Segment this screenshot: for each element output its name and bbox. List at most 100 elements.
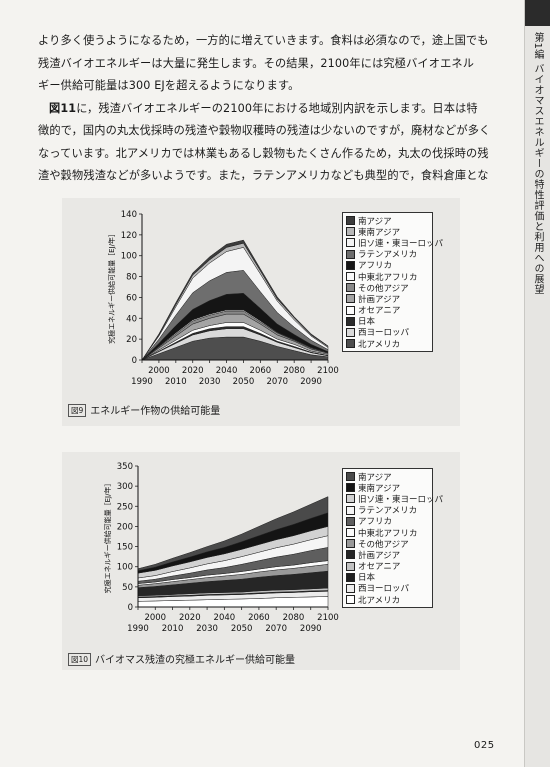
figure-10-legend-label: 日本 (358, 573, 376, 584)
figure-9-legend-swatch (346, 283, 355, 293)
figure-10-legend-label: 北アメリカ (358, 595, 401, 606)
figure-9-legend-item: 東南アジア (346, 226, 428, 238)
figure-10-legend-label: その他アジア (358, 539, 409, 550)
side-tab-text: 第1編 バイオマスエネルギーの特性評価と利用への展望 (532, 32, 543, 295)
paragraph-2-line-4: 渣や穀物残渣などが多いようです。また，ラテンアメリカなども典型的で，食料倉庫とな (38, 169, 489, 182)
figure-9-legend-label: 旧ソ連・東ヨーロッパ (358, 238, 444, 249)
figure-9-xtick-label: 2000 (148, 366, 170, 376)
figure-9-ytick-label: 0 (132, 356, 137, 366)
paragraph-2-line-1: 図11に，残渣バイオエネルギーの2100年における地域別内訳を示します。日本は特 (38, 98, 512, 121)
figure-9-area-series (141, 239, 329, 361)
figure-9-legend-swatch (346, 327, 355, 337)
figure-9-legend-swatch (346, 260, 355, 270)
paragraph-1-line-3: ギー供給可能量は300 EJを超えるようになります。 (38, 79, 300, 92)
figure-9-legend-label: 日本 (358, 317, 376, 328)
figure-10-xtick-label: 2060 (248, 613, 270, 623)
figure-9-xtick-label: 2080 (283, 366, 305, 376)
figure-10-legend-item: 北アメリカ (346, 594, 428, 606)
figure-10-legend-swatch (346, 505, 355, 515)
figure-9-ytick-label: 100 (121, 252, 137, 262)
figure-10-xtick-label: 2030 (196, 624, 218, 634)
figure-9-legend-label: 南アジア (358, 216, 392, 227)
figure-9-legend-swatch (346, 305, 355, 315)
figure-10-legend-swatch (346, 572, 355, 582)
figure-10-xtick-label: 2090 (300, 624, 322, 634)
figure-reference: 図11 (49, 101, 77, 115)
figure-10-legend-label: 計画アジア (358, 550, 401, 561)
figure-10-legend-item: 西ヨーロッパ (346, 583, 428, 594)
figure-10-legend-swatch (346, 516, 355, 526)
figure-10-legend-item: 中東北アフリカ (346, 527, 428, 539)
figure-10-legend-label: 南アジア (358, 472, 392, 483)
figure-9-xtick-label: 2050 (233, 377, 255, 387)
figure-10-xtick-label: 2070 (265, 624, 287, 634)
figure-9-legend-item: 北アメリカ (346, 338, 428, 350)
figure-10-legend-item: 東南アジア (346, 482, 428, 494)
side-tab-marker (525, 0, 550, 26)
figure-9-legend-swatch (346, 227, 355, 237)
figure-10-legend-label: ラテンアメリカ (358, 506, 418, 517)
figure-10-area-series (137, 496, 329, 572)
figure-10-legend-swatch (346, 561, 355, 571)
figure-10-legend-item: 日本 (346, 572, 428, 583)
figure-10-legend-label: 旧ソ連・東ヨーロッパ (358, 494, 444, 505)
figure-9-legend: 南アジア 東南アジア 旧ソ連・東ヨーロッパ ラテンアメリカ アフリカ 中東北アフリカ その他… (342, 212, 443, 353)
figure-9-legend-swatch (346, 216, 355, 226)
figure-10-panel: 0 50 100 150 200 250 300 350 2000 2020 2040 2060 208… (62, 452, 460, 670)
figure-9-xtick-label: 1990 (131, 377, 153, 387)
figure-10-legend-item: 旧ソ連・東ヨーロッパ (346, 493, 443, 505)
figure-9-legend-label: ラテンアメリカ (358, 250, 418, 261)
figure-9-xtick-label: 2010 (165, 377, 187, 387)
figure-9-legend-item: 西ヨーロッパ (346, 327, 428, 338)
figure-9-legend-swatch (346, 249, 355, 259)
figure-9-legend-swatch (346, 272, 355, 282)
figure-10-ytick-label: 300 (117, 482, 133, 492)
figure-10-legend-item: ラテンアメリカ (346, 505, 428, 516)
figure-10-legend: 南アジア 東南アジア 旧ソ連・東ヨーロッパ ラテンアメリカ アフリカ 中東北アフリカ その他… (342, 468, 443, 609)
figure-9-legend-item: 日本 (346, 316, 428, 327)
figure-10-legend-swatch (346, 483, 355, 493)
figure-10-legend-label: アフリカ (358, 517, 393, 528)
figure-9-ytick-label: 20 (126, 335, 137, 345)
figure-10-ytick-label: 100 (117, 563, 133, 573)
figure-9-legend-label: 西ヨーロッパ (358, 328, 410, 339)
figure-9-xtick-label: 2030 (199, 377, 221, 387)
figure-10-legend-swatch (346, 550, 355, 560)
paragraph-2-line-2: 徴的で，国内の丸太伐採時の残渣や穀物収穫時の残渣は少ないのですが，廃材などが多く (38, 124, 491, 137)
figure-10-legend-item: 計画アジア (346, 549, 428, 561)
figure-10-xtick-label: 2050 (231, 624, 253, 634)
figure-10-legend-swatch (346, 472, 355, 482)
figure-9-y-axis-label: 究極エネルギー供給可能量［EJ/年］ (107, 230, 116, 344)
figure-10-legend-item: アフリカ (346, 516, 428, 527)
figure-9-legend-item: 旧ソ連・東ヨーロッパ (346, 237, 443, 249)
figure-9-xtick-label: 2070 (266, 377, 288, 387)
figure-9-ytick-label: 80 (126, 273, 137, 283)
figure-10-xtick-label: 2010 (162, 624, 184, 634)
figure-9-legend-label: その他アジア (358, 283, 409, 294)
figure-10-legend-item: 南アジア (346, 471, 428, 483)
figure-9-legend-item: 中東北アフリカ (346, 271, 428, 283)
figure-10-xtick-label: 2040 (214, 613, 236, 623)
figure-10-xtick-label: 1990 (127, 624, 149, 634)
figure-9-legend-item: 計画アジア (346, 293, 428, 305)
figure-9-legend-item: オセアニア (346, 305, 428, 316)
figure-9-legend-item: ラテンアメリカ (346, 249, 428, 260)
figure-9-caption: 図9 エネルギー作物の供給可能量 (68, 402, 220, 417)
figure-10-xtick-label: 2100 (317, 613, 339, 623)
figure-9-legend-swatch (346, 316, 355, 326)
figure-10-ytick-label: 50 (122, 583, 133, 593)
figure-10-legend-label: オセアニア (358, 562, 401, 573)
page-number: 025 (474, 740, 495, 751)
paragraph-2-line-1-text: に，残渣バイオエネルギーの2100年における地域別内訳を示します。日本は特 (76, 101, 478, 115)
figure-10-legend-label: 東南アジア (358, 483, 401, 494)
figure-9-legend-label: 計画アジア (358, 294, 401, 305)
figure-10-xtick-label: 2000 (144, 613, 166, 623)
figure-9-legend-item: アフリカ (346, 260, 428, 271)
figure-9-tag: 図9 (68, 404, 87, 417)
figure-9-legend-item: その他アジア (346, 282, 428, 294)
figure-10-xtick-label: 2020 (179, 613, 201, 623)
figure-9-xtick-label: 2060 (250, 366, 272, 376)
figure-9-legend-swatch (346, 294, 355, 304)
figure-10-legend-swatch (346, 539, 355, 549)
